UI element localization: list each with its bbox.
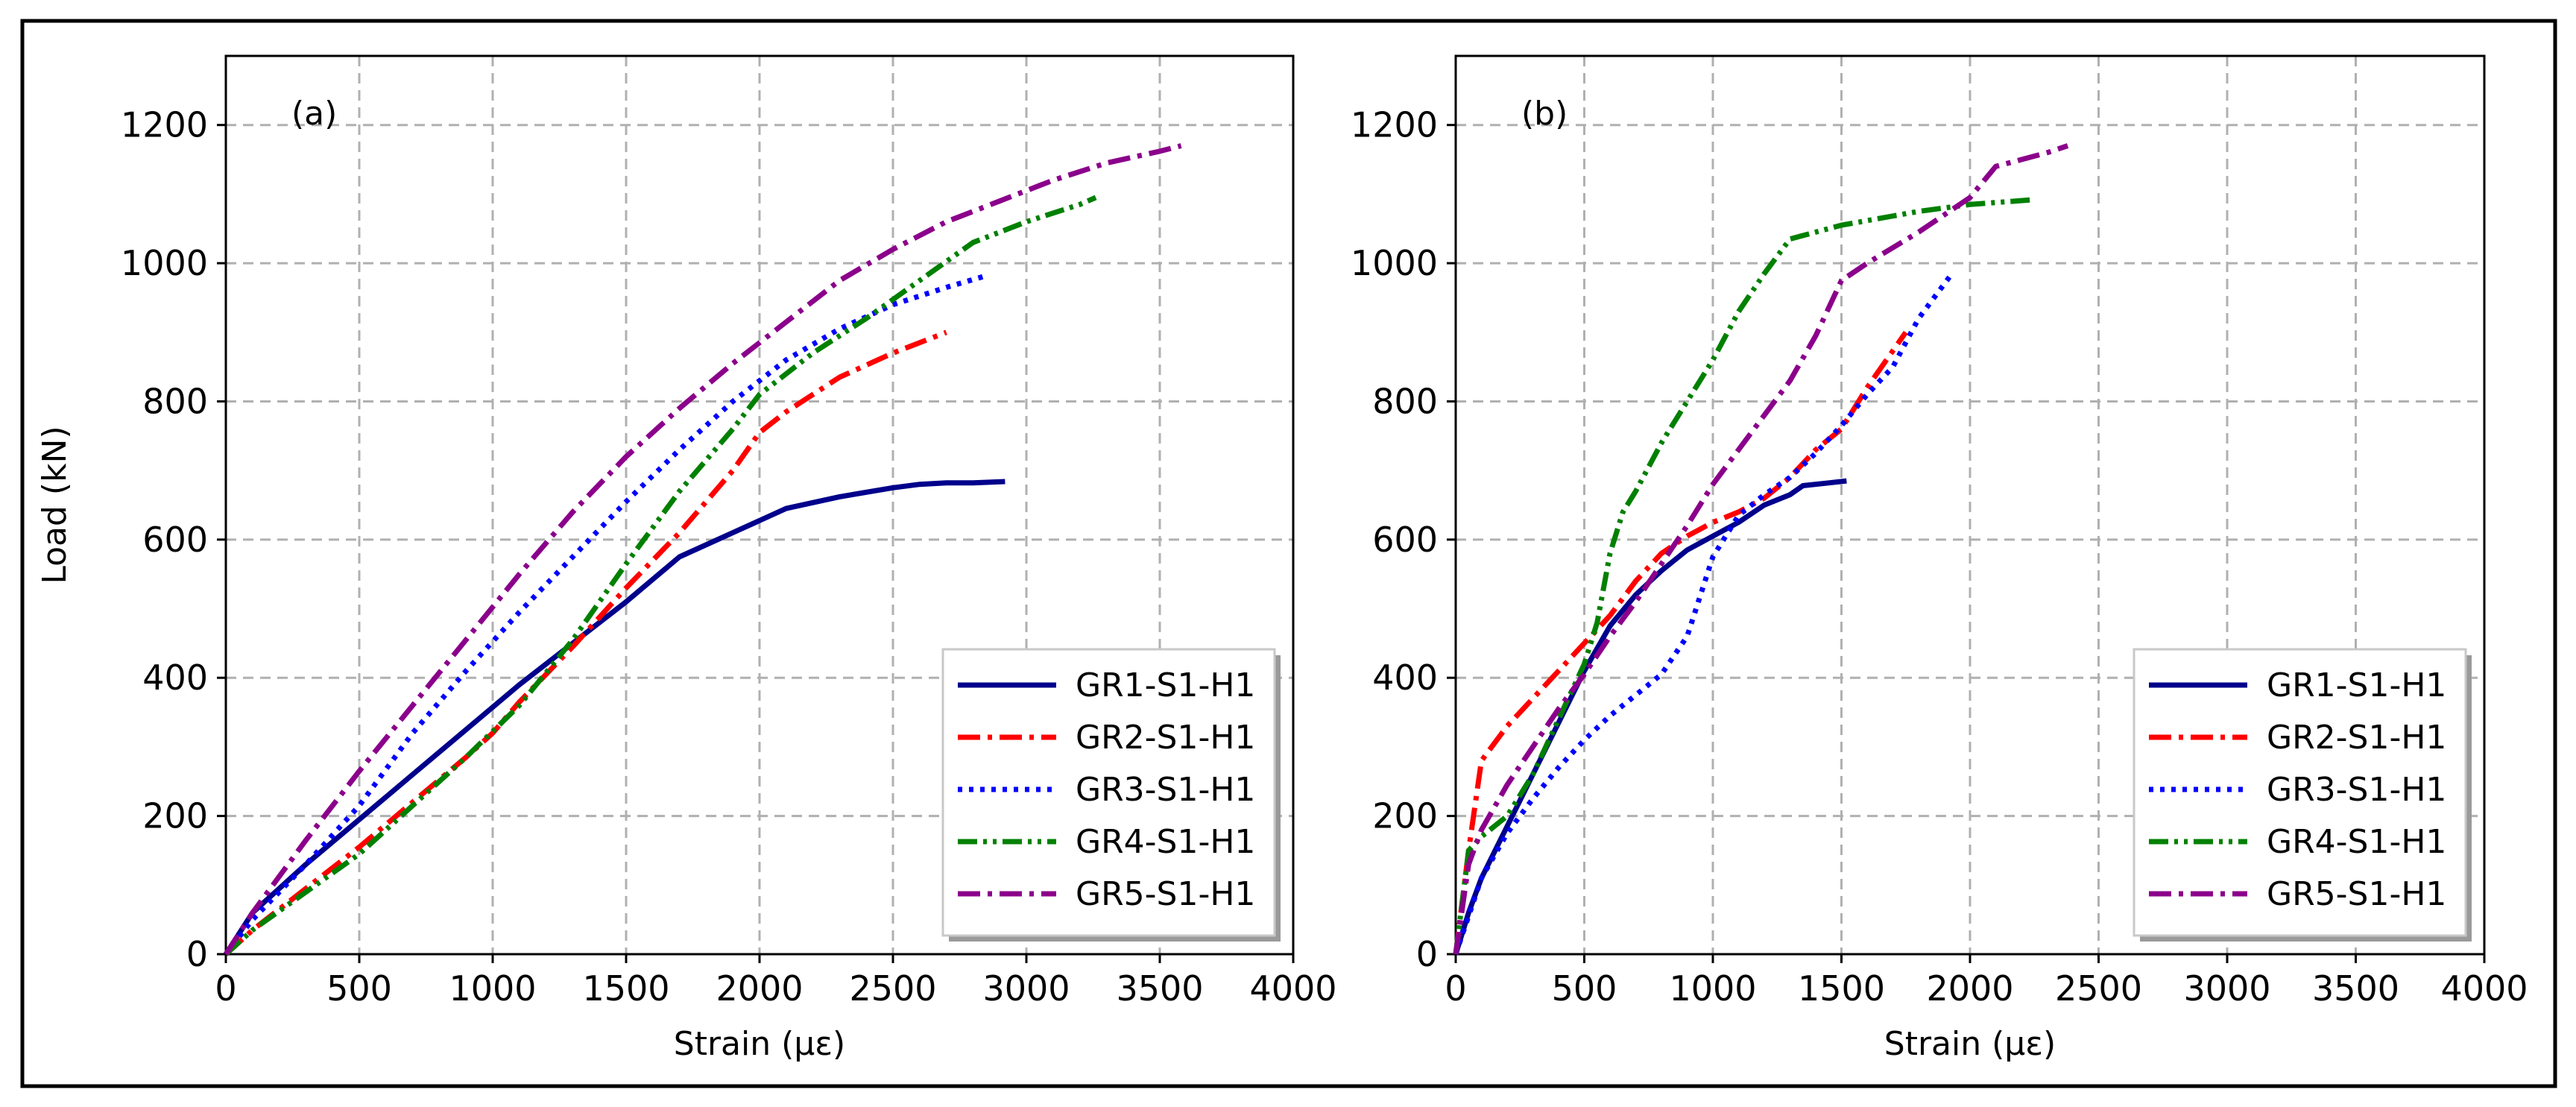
- y-tick-label: 1000: [121, 243, 208, 283]
- series-line-gr2-s1-h1: [1453, 330, 1908, 955]
- x-tick-label: 2000: [716, 968, 803, 1009]
- x-tick-label: 0: [1445, 968, 1466, 1009]
- x-tick-label: 500: [1552, 968, 1617, 1009]
- x-tick-label: 1000: [449, 968, 536, 1009]
- panel-b-legend: GR1-S1-H1 GR2-S1-H1 GR3-S1-H1 GR4-S1-H1 GR5-…: [2133, 648, 2472, 942]
- panel-b-ticks: 0 500 1000 1500 2000 2500 3000 3500 4000 0 200 400 6…: [1351, 105, 2528, 1009]
- x-tick-label: 3500: [1116, 968, 1203, 1009]
- x-tick-label: 3000: [982, 968, 1070, 1009]
- legend-label: GR3-S1-H1: [2267, 771, 2446, 809]
- panel-b-series: [1453, 143, 2069, 956]
- x-tick-label: 0: [215, 968, 236, 1009]
- panel-a-label: (a): [291, 95, 337, 133]
- series-line-gr3-s1-h1: [1453, 275, 1952, 956]
- x-tick-label: 3000: [2183, 968, 2270, 1009]
- legend-box: [2133, 648, 2467, 937]
- legend-label: GR2-S1-H1: [2267, 719, 2446, 757]
- y-tick-label: 1200: [121, 105, 208, 145]
- x-tick-label: 3500: [2312, 968, 2399, 1009]
- x-tick-label: 500: [326, 968, 392, 1009]
- legend-box: [941, 648, 1276, 937]
- panel-a-x-axis-label: Strain (με): [674, 1025, 845, 1063]
- series-line-gr1-s1-h1: [224, 479, 1006, 956]
- y-tick-label: 0: [186, 934, 208, 974]
- y-tick-label: 800: [142, 381, 208, 421]
- legend-label: GR1-S1-H1: [2267, 666, 2446, 704]
- series-line-gr4-s1-h1: [224, 195, 1097, 956]
- panel-a-legend: GR1-S1-H1 GR2-S1-H1 GR3-S1-H1 GR4-S1-H1 GR5-…: [941, 648, 1281, 942]
- y-tick-label: 600: [142, 520, 208, 560]
- legend-label: GR4-S1-H1: [1076, 823, 1255, 861]
- x-tick-label: 2000: [1926, 968, 2013, 1009]
- panel-b: 0 500 1000 1500 2000 2500 3000 3500 4000 0 200 400 6…: [1351, 54, 2528, 1063]
- legend-label: GR1-S1-H1: [1076, 666, 1255, 704]
- y-tick-label: 800: [1372, 381, 1438, 421]
- legend-label: GR4-S1-H1: [2267, 823, 2446, 861]
- panel-b-x-axis-label: Strain (με): [1884, 1025, 2056, 1063]
- panel-a: 0 500 1000 1500 2000 2500 3000 3500 4000 0 200 400 6…: [36, 54, 1337, 1063]
- series-line-gr2-s1-h1: [224, 329, 947, 956]
- panel-a-ticks: 0 500 1000 1500 2000 2500 3000 3500 4000 0 200 400 6…: [121, 105, 1337, 1009]
- x-tick-label: 4000: [2440, 968, 2528, 1009]
- legend-label: GR3-S1-H1: [1076, 771, 1255, 809]
- y-tick-label: 200: [1372, 796, 1438, 836]
- y-tick-label: 600: [1372, 520, 1438, 560]
- panel-a-y-axis-label: Load (kN): [36, 426, 74, 584]
- x-tick-label: 2500: [849, 968, 936, 1009]
- x-tick-label: 2500: [2055, 968, 2142, 1009]
- x-tick-label: 1000: [1669, 968, 1756, 1009]
- y-tick-label: 400: [142, 657, 208, 698]
- panel-b-label: (b): [1521, 95, 1568, 133]
- series-line-gr5-s1-h1: [1453, 143, 2069, 955]
- x-tick-label: 4000: [1249, 968, 1336, 1009]
- series-line-gr4-s1-h1: [1453, 197, 2035, 955]
- y-tick-label: 200: [142, 796, 208, 836]
- x-tick-label: 1500: [582, 968, 669, 1009]
- legend-label: GR5-S1-H1: [1076, 875, 1255, 913]
- x-tick-label: 1500: [1798, 968, 1885, 1009]
- legend-label: GR5-S1-H1: [2267, 875, 2446, 913]
- series-line-gr5-s1-h1: [224, 143, 1182, 956]
- y-tick-label: 1200: [1351, 105, 1438, 145]
- y-tick-label: 1000: [1351, 243, 1438, 283]
- y-tick-label: 400: [1372, 657, 1438, 698]
- panel-a-series: [224, 143, 1182, 956]
- legend-label: GR2-S1-H1: [1076, 719, 1255, 757]
- y-tick-label: 0: [1416, 934, 1438, 974]
